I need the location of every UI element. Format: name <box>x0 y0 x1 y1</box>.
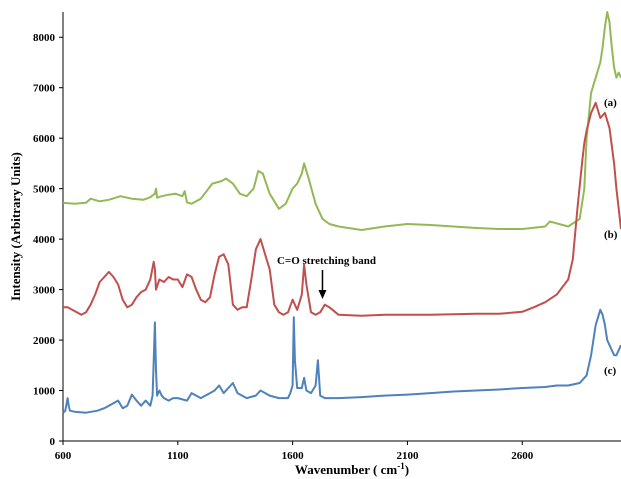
y-axis-title: Intensity (Arbitrary Units) <box>8 152 23 301</box>
y-tick-label: 0 <box>50 436 56 448</box>
x-tick-label: 1100 <box>167 450 189 462</box>
annotation-text: C=O stretching band <box>277 255 376 267</box>
x-ticks: 600 1100 1600 2100 2600 <box>55 441 534 462</box>
x-tick-label: 2600 <box>511 450 534 462</box>
series-layer <box>62 11 621 414</box>
y-tick-label: 3000 <box>33 285 56 297</box>
x-axis-title-end: ) <box>405 462 409 477</box>
x-axis-title: Wavenumber ( cm-1) <box>295 461 409 477</box>
y-tick-label: 8000 <box>33 32 56 44</box>
x-tick-label: 2100 <box>396 450 419 462</box>
series-label-2: (c) <box>604 365 617 377</box>
annotations: C=O stretching band <box>277 255 376 299</box>
x-tick-label: 600 <box>55 450 72 462</box>
y-tick-label: 5000 <box>33 184 56 196</box>
x-axis-title-sup: -1 <box>397 461 405 471</box>
series-labels: (a) (b) (c) <box>604 97 618 377</box>
annotation-arrow-head <box>318 290 327 299</box>
axes <box>62 12 621 442</box>
series-line-0 <box>62 11 621 231</box>
y-ticks: 0 1000 2000 3000 4000 5000 6000 7000 8000 <box>33 32 63 448</box>
y-tick-label: 4000 <box>33 234 56 246</box>
series-line-1 <box>63 101 621 317</box>
y-tick-label: 1000 <box>33 386 56 398</box>
series-label-0: (a) <box>604 97 617 109</box>
series-line-2 <box>62 308 621 414</box>
series-label-1: (b) <box>604 229 618 241</box>
y-tick-label: 2000 <box>33 335 56 347</box>
y-tick-label: 6000 <box>33 133 56 145</box>
x-tick-label: 1600 <box>282 450 305 462</box>
x-axis-title-main: Wavenumber ( cm <box>295 462 397 477</box>
y-tick-label: 7000 <box>33 83 56 95</box>
